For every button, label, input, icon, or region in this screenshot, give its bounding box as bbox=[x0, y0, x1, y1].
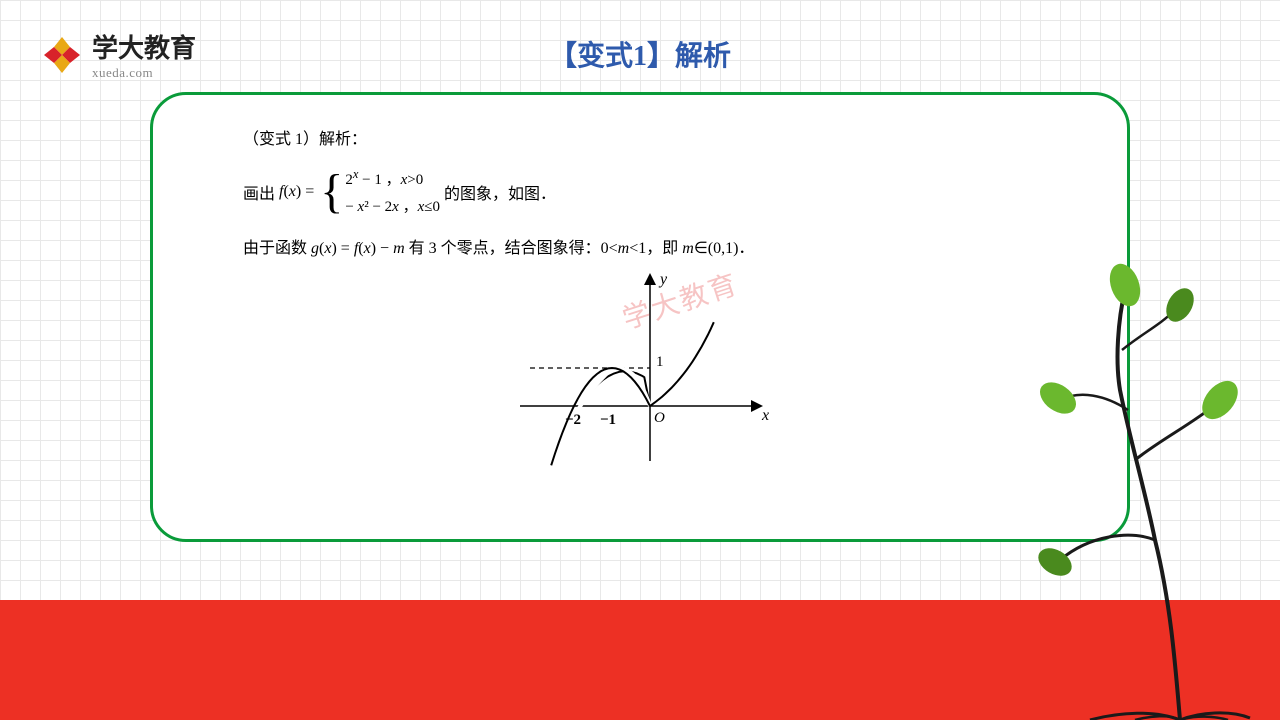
draw-prefix: 画出 bbox=[243, 180, 275, 204]
svg-text:O: O bbox=[654, 410, 665, 426]
piece-1: 2x − 1 ，x>0 bbox=[345, 167, 440, 189]
svg-text:−2: −2 bbox=[565, 412, 581, 428]
tree-decoration bbox=[980, 240, 1260, 720]
draw-suffix: 的图象，如图． bbox=[444, 180, 556, 204]
svg-text:x: x bbox=[761, 407, 769, 424]
logo-icon bbox=[40, 33, 84, 77]
page-title: 【变式1】解析 bbox=[549, 34, 731, 74]
piecewise-line: 画出 f(x) = { 2x − 1 ，x>0 − x² − 2x ，x≤0 的… bbox=[243, 167, 1037, 216]
content-heading: （变式 1）解析： bbox=[243, 125, 1037, 149]
brace-icon: { bbox=[320, 168, 343, 216]
logo: 学大教育 xueda.com bbox=[40, 28, 196, 81]
logo-subtitle: xueda.com bbox=[92, 65, 196, 81]
svg-text:−1: −1 bbox=[600, 412, 616, 428]
piece-2: − x² − 2x ，x≤0 bbox=[345, 195, 440, 216]
analysis-line: 由于函数 g(x) = f(x) − m 有 3 个零点，结合图象得：0<m<1… bbox=[243, 234, 1037, 258]
svg-text:1: 1 bbox=[656, 354, 664, 370]
logo-title: 学大教育 bbox=[92, 28, 196, 65]
